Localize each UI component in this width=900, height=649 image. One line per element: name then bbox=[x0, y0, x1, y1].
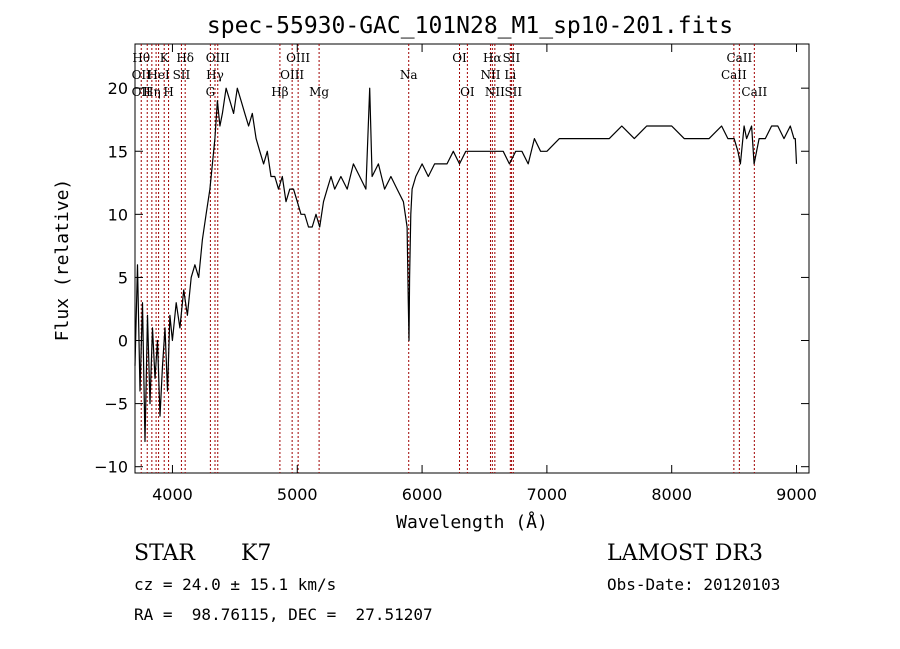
y-tick-label: 0 bbox=[118, 332, 128, 351]
survey-name: LAMOST DR3 bbox=[607, 541, 763, 566]
plot-frame bbox=[134, 43, 810, 474]
spectral-line-markers bbox=[140, 44, 755, 473]
spectral-line-label: NII bbox=[480, 68, 500, 82]
x-tick-label: 8000 bbox=[651, 485, 692, 504]
series-group bbox=[134, 87, 798, 443]
spectral-line-label: Hα bbox=[483, 51, 502, 65]
axis-tick-labels: 4000 5000 6000 7000 8000 9000 −10 −5 0 5 10 15 20 bbox=[94, 79, 817, 504]
spectrum-line bbox=[134, 87, 798, 443]
spectral-line-label: Hδ bbox=[176, 51, 194, 65]
spectral-line-label: G bbox=[206, 85, 216, 99]
spectral-line-label: OII bbox=[132, 68, 152, 82]
observation-date: Obs-Date: 20120103 bbox=[607, 575, 780, 594]
redshift-cz: cz = 24.0 ± 15.1 km/s bbox=[134, 575, 336, 594]
spectral-line-label: NII bbox=[485, 85, 505, 99]
y-tick-label: 20 bbox=[108, 79, 128, 98]
y-tick-label: 5 bbox=[118, 268, 128, 287]
object-subclass: K7 bbox=[241, 541, 271, 566]
x-tick-label: 7000 bbox=[527, 485, 568, 504]
spectral-line-label: Na bbox=[400, 68, 418, 82]
chart-title: spec-55930-GAC_101N28_M1_sp10-201.fits bbox=[207, 13, 733, 39]
spectral-line-label: HeI bbox=[147, 68, 170, 82]
spectral-line-label: H bbox=[163, 85, 173, 99]
spectral-line-label: Hγ bbox=[206, 68, 224, 82]
x-axis-label: Wavelength (Å) bbox=[396, 511, 548, 533]
y-tick-label: −5 bbox=[104, 395, 128, 414]
y-tick-label: 15 bbox=[108, 142, 128, 161]
spectral-line-label: CaII bbox=[726, 51, 752, 65]
spectral-line-label: CaII bbox=[721, 68, 747, 82]
spectral-line-label: SII bbox=[173, 68, 191, 82]
spectral-line-label: OI bbox=[460, 85, 475, 99]
spectral-line-label: CaII bbox=[741, 85, 767, 99]
x-tick-label: 5000 bbox=[277, 485, 318, 504]
spectral-line-label: SII bbox=[504, 85, 522, 99]
y-tick-label: −10 bbox=[94, 458, 128, 477]
spectral-line-label: OIII bbox=[280, 68, 304, 82]
spectral-line-label: Hθ bbox=[132, 51, 150, 65]
spectral-line-label: OIII bbox=[286, 51, 310, 65]
spectral-line-label: OIII bbox=[206, 51, 230, 65]
spectral-line-label: SII bbox=[503, 51, 521, 65]
spectral-line-label: Mg bbox=[309, 85, 329, 99]
object-class: STAR bbox=[134, 541, 196, 566]
spectral-line-label: Li bbox=[504, 68, 516, 82]
x-tick-label: 6000 bbox=[402, 485, 443, 504]
axis-ticks bbox=[135, 44, 809, 473]
y-tick-label: 10 bbox=[108, 205, 128, 224]
spectral-line-label: Hη bbox=[143, 85, 161, 99]
x-tick-label: 9000 bbox=[776, 485, 817, 504]
spectral-line-label: Hβ bbox=[271, 85, 288, 99]
spectral-line-label: OI bbox=[452, 51, 467, 65]
spectral-line-labels: HθOIIOIIHηHeIKHSIIHδGHγOIIIHβOIIIOIIIMgN… bbox=[132, 51, 768, 99]
x-tick-label: 4000 bbox=[152, 485, 193, 504]
ra-dec-coordinates: RA = 98.76115, DEC = 27.51207 bbox=[134, 605, 433, 624]
spectral-line-label: K bbox=[160, 51, 170, 65]
y-axis-label: Flux (relative) bbox=[52, 179, 73, 342]
